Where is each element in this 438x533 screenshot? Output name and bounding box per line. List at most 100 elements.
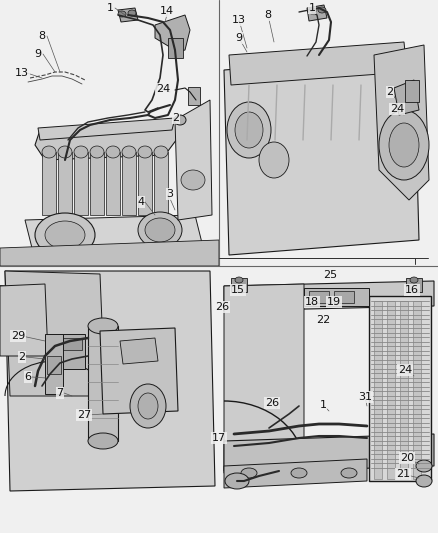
Text: 9: 9 [35,49,42,59]
Ellipse shape [241,468,257,478]
Ellipse shape [145,218,175,242]
Ellipse shape [138,212,182,248]
Ellipse shape [235,277,243,283]
Text: 4: 4 [138,197,145,207]
Ellipse shape [181,170,205,190]
Polygon shape [106,152,120,215]
Bar [45,334,63,394]
Ellipse shape [379,110,429,180]
Text: 26: 26 [265,398,279,408]
Text: 24: 24 [398,365,412,375]
Ellipse shape [227,102,271,158]
Ellipse shape [174,115,186,125]
Bar [369,296,431,481]
Text: 18: 18 [305,297,319,307]
Polygon shape [231,278,247,292]
Ellipse shape [35,213,95,257]
Text: 29: 29 [11,331,25,341]
Bar [374,301,382,479]
Text: 21: 21 [396,469,410,479]
Ellipse shape [138,146,152,158]
Text: 16: 16 [405,285,419,295]
Ellipse shape [42,146,56,158]
Text: 24: 24 [390,104,404,114]
Polygon shape [224,459,367,488]
Polygon shape [35,120,180,160]
Bar [400,301,408,479]
Bar [62,338,82,350]
Text: 31: 31 [358,392,372,402]
Ellipse shape [128,10,136,16]
Ellipse shape [416,460,432,472]
Polygon shape [155,15,190,52]
Polygon shape [118,8,138,22]
Text: 6: 6 [25,372,32,382]
Polygon shape [224,55,419,255]
Ellipse shape [416,475,432,487]
Ellipse shape [235,112,263,148]
Text: 20: 20 [400,453,414,463]
Ellipse shape [118,11,126,17]
Bar [188,87,200,105]
Polygon shape [175,100,212,220]
Polygon shape [100,328,178,414]
Bar [168,38,183,58]
Polygon shape [229,42,407,85]
Text: 9: 9 [236,33,243,43]
Text: 13: 13 [232,15,246,25]
Text: 8: 8 [265,10,272,20]
Bar [60,334,85,369]
Bar [0,0,219,266]
Ellipse shape [154,146,168,158]
Bar [304,288,369,306]
Text: 8: 8 [39,31,46,41]
Text: 2: 2 [386,87,394,97]
Polygon shape [154,152,168,215]
Bar [387,301,395,479]
Bar [309,291,329,303]
Polygon shape [224,284,304,471]
Bar [405,80,419,102]
Text: 17: 17 [212,433,226,443]
Text: 26: 26 [215,302,229,312]
Polygon shape [0,240,219,266]
Polygon shape [122,152,136,215]
Text: 15: 15 [231,285,245,295]
Ellipse shape [389,123,419,167]
Ellipse shape [90,146,104,158]
Ellipse shape [225,473,249,489]
Polygon shape [88,326,118,441]
Polygon shape [224,281,434,311]
Text: 19: 19 [327,297,341,307]
Ellipse shape [106,146,120,158]
Text: 22: 22 [316,315,330,325]
Polygon shape [224,434,434,473]
Ellipse shape [45,221,85,249]
Polygon shape [25,215,205,260]
Polygon shape [38,118,175,140]
Ellipse shape [410,277,418,283]
Polygon shape [90,152,104,215]
Text: 25: 25 [323,270,337,280]
Text: 1: 1 [319,400,326,410]
Text: 1: 1 [308,3,315,13]
Ellipse shape [308,8,316,14]
Ellipse shape [122,146,136,158]
Text: 3: 3 [166,189,173,199]
Polygon shape [5,271,105,396]
Text: 7: 7 [57,388,64,398]
Text: 27: 27 [77,410,91,420]
Ellipse shape [74,146,88,158]
Polygon shape [58,152,72,215]
Bar [334,291,354,303]
Text: 24: 24 [156,84,170,94]
Polygon shape [0,284,48,356]
Bar [413,301,421,479]
Text: 2: 2 [173,113,180,123]
Ellipse shape [88,318,118,334]
Polygon shape [307,5,327,21]
Ellipse shape [259,142,289,178]
Text: 14: 14 [160,6,174,16]
Text: 1: 1 [106,3,113,13]
Text: 13: 13 [15,68,29,78]
